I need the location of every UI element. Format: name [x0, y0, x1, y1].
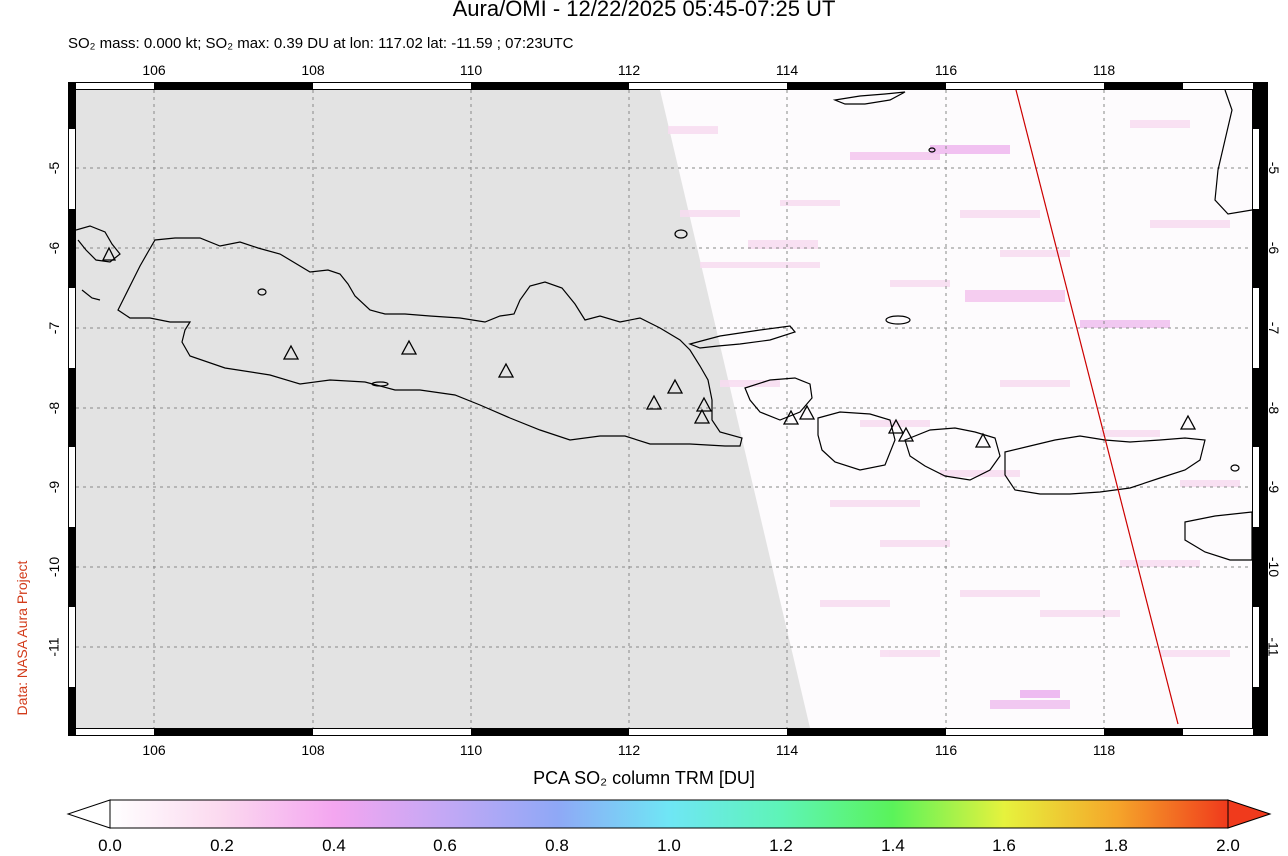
map-title: Aura/OMI - 12/22/2025 05:45-07:25 UT: [452, 0, 836, 21]
data-credit: Data: NASA Aura Project: [14, 560, 30, 716]
lat-tick-left: -10: [46, 556, 63, 578]
lon-tick-bottom: 108: [301, 742, 325, 758]
no-data-area: [76, 90, 810, 728]
lon-tick-bottom: 116: [934, 742, 958, 758]
lat-tick-right: -9: [1266, 480, 1283, 494]
lon-tick-top: 110: [459, 62, 483, 78]
lat-tick-right: -5: [1266, 161, 1283, 175]
volcano-markers: [101, 246, 1197, 448]
triangle-icon: [497, 362, 515, 378]
map-subtitle: SO₂ mass: 0.000 kt; SO₂ max: 0.39 DU at …: [68, 35, 574, 52]
lon-tick-bottom: 114: [775, 742, 799, 758]
lon-tick-top: 108: [301, 62, 325, 78]
triangle-icon: [645, 394, 663, 410]
colorbar-tick: 0.0: [98, 836, 122, 855]
lat-tick-left: -6: [46, 241, 63, 255]
lon-tick-bottom: 118: [1092, 742, 1116, 758]
triangle-icon: [693, 408, 711, 424]
triangle-icon: [282, 344, 300, 360]
colorbar-tick: 1.2: [769, 836, 793, 855]
colorbar-title: PCA SO₂ column TRM [DU]: [533, 768, 755, 788]
triangle-icon: [974, 432, 992, 448]
colorbar: [66, 799, 1272, 829]
colorbar-tick: 0.4: [322, 836, 346, 855]
colorbar-tick: 1.4: [881, 836, 905, 855]
triangle-icon: [798, 404, 816, 420]
triangle-icon: [782, 409, 800, 425]
lon-tick-top: 118: [1092, 62, 1116, 78]
lat-tick-left: -7: [46, 321, 63, 335]
lat-tick-right: -6: [1266, 241, 1283, 255]
lat-tick-left: -8: [46, 401, 63, 415]
lat-tick-right: -7: [1266, 321, 1283, 335]
triangle-icon: [101, 246, 117, 261]
lon-tick-top: 106: [142, 62, 166, 78]
orbit-track: [1015, 90, 1179, 725]
lon-tick-top: 114: [775, 62, 799, 78]
triangle-icon: [887, 418, 905, 434]
lat-tick-left: -11: [45, 637, 62, 657]
triangle-icon: [897, 426, 915, 442]
triangle-icon: [666, 378, 684, 394]
lat-tick-right: -10: [1266, 556, 1283, 578]
lon-tick-bottom: 106: [142, 742, 166, 758]
coastlines: [76, 90, 1252, 561]
triangle-icon: [400, 339, 418, 355]
colorbar-tick: 1.6: [992, 836, 1016, 855]
lon-tick-top: 116: [934, 62, 958, 78]
lat-tick-right: -8: [1266, 401, 1283, 415]
colorbar-tick: 2.0: [1216, 836, 1240, 855]
colorbar-tick: 1.0: [657, 836, 681, 855]
lat-tick-left: -9: [46, 480, 63, 494]
lon-tick-bottom: 110: [459, 742, 483, 758]
colorbar-tick: 0.2: [210, 836, 234, 855]
triangle-icon: [695, 396, 713, 412]
lat-tick-right: -11: [1265, 637, 1282, 657]
lon-tick-bottom: 112: [617, 742, 641, 758]
so2-pixels: [668, 120, 1240, 709]
lon-tick-top: 112: [617, 62, 641, 78]
lat-tick-left: -5: [46, 161, 63, 175]
colorbar-tick: 0.6: [433, 836, 457, 855]
colorbar-tick: 0.8: [545, 836, 569, 855]
triangle-icon: [1179, 414, 1197, 430]
colorbar-tick: 1.8: [1104, 836, 1128, 855]
